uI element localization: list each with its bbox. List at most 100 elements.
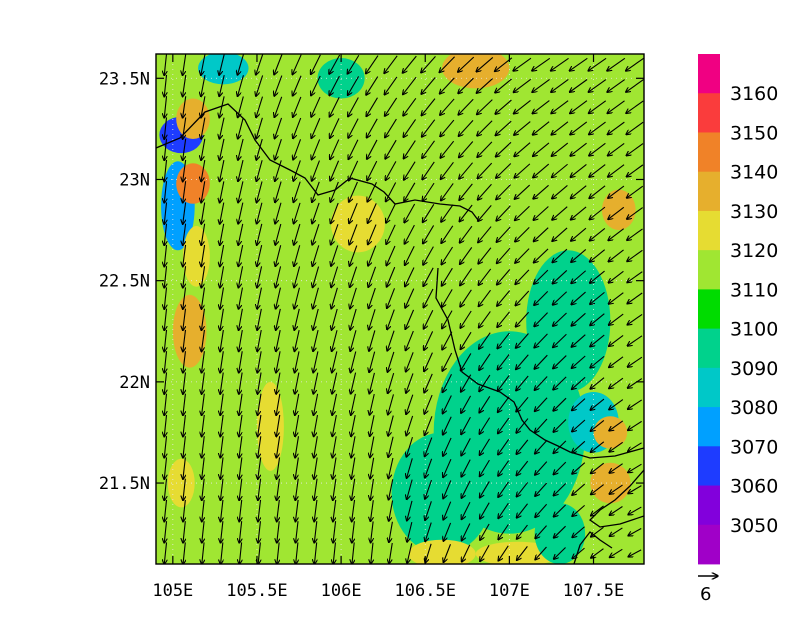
wind-vector <box>239 351 243 373</box>
wind-vector <box>588 100 607 114</box>
wind-vector <box>183 478 185 501</box>
wind-vector <box>164 308 166 331</box>
contour-patch <box>534 503 586 564</box>
wind-vector <box>274 54 283 74</box>
x-tick-label: 105E <box>152 581 193 601</box>
wind-vector <box>183 457 185 479</box>
wind-vector <box>553 525 566 538</box>
wind-vector <box>314 414 319 437</box>
wind-vector <box>458 77 474 93</box>
y-tick-label: 22N <box>119 373 150 393</box>
wind-vector <box>608 206 625 219</box>
wind-vector <box>274 96 283 118</box>
wind-vector <box>461 374 472 392</box>
wind-vector <box>257 245 263 266</box>
wind-vector <box>220 223 225 246</box>
wind-vector <box>257 287 262 310</box>
wind-vector <box>366 118 378 138</box>
wind-vector <box>422 182 435 201</box>
wind-vector <box>164 351 166 373</box>
wind-vector <box>569 79 588 93</box>
wind-vector <box>295 372 300 395</box>
wind-vector <box>498 417 510 434</box>
wind-vector <box>551 57 569 71</box>
wind-vector <box>183 138 187 161</box>
wind-vector <box>535 503 548 517</box>
wind-vector <box>367 160 378 181</box>
wind-vector <box>609 441 624 452</box>
wind-vector <box>275 245 282 266</box>
colorbar-label: 3150 <box>730 122 778 144</box>
wind-vector <box>331 245 339 266</box>
wind-vector <box>386 224 396 245</box>
wind-vector <box>443 458 452 477</box>
wind-vector <box>220 436 223 458</box>
wind-vector <box>424 331 434 350</box>
wind-vector <box>276 351 281 373</box>
wind-vector <box>572 419 586 432</box>
wind-vector <box>333 521 336 543</box>
wind-vector <box>460 310 472 328</box>
wind-vector <box>349 245 358 267</box>
wind-vector <box>351 372 357 394</box>
y-tick-label: 23.5N <box>99 69 150 89</box>
wind-vector <box>385 161 397 180</box>
wind-vector <box>534 333 548 348</box>
wind-vector <box>238 160 244 181</box>
wind-vector <box>164 159 166 182</box>
colorbar-label: 3160 <box>730 83 778 105</box>
wind-vector <box>608 185 625 198</box>
wind-vector <box>459 204 473 222</box>
wind-vector <box>402 55 417 73</box>
wind-vector <box>570 100 588 114</box>
wind-vector <box>201 138 206 161</box>
wind-vector <box>516 418 529 434</box>
wind-vector <box>293 117 302 139</box>
colorbar-box <box>698 446 720 486</box>
wind-vector <box>183 54 187 76</box>
wind-vector <box>627 378 643 389</box>
wind-vector <box>257 372 262 395</box>
wind-vector <box>571 312 586 326</box>
wind-vector <box>312 223 320 245</box>
wind-vector <box>533 184 549 199</box>
wind-vector <box>164 287 166 309</box>
wind-vector <box>424 373 433 393</box>
contour-patch <box>590 462 631 504</box>
wind-vector <box>183 499 185 522</box>
wind-vector <box>164 138 166 161</box>
wind-vector <box>442 289 453 307</box>
wind-vector <box>608 228 624 241</box>
wind-vector <box>425 458 433 478</box>
colorbar-box <box>698 289 720 330</box>
wind-vector <box>295 393 300 416</box>
wind-vector <box>609 334 624 346</box>
wind-vector <box>164 181 166 203</box>
wind-vector <box>369 393 375 415</box>
wind-vector <box>552 227 568 241</box>
wind-vector <box>514 121 531 136</box>
wind-vector <box>239 329 243 352</box>
wind-vector <box>294 202 301 224</box>
wind-vector <box>276 372 281 395</box>
wind-vector <box>478 289 491 306</box>
wind-vector <box>569 57 588 71</box>
wind-vector <box>257 351 262 373</box>
wind-vector <box>329 54 341 74</box>
wind-vector <box>388 372 395 393</box>
wind-vector <box>294 308 300 330</box>
wind-vector <box>202 521 204 543</box>
wind-vector <box>608 292 624 304</box>
wind-vector <box>628 485 642 494</box>
colorbar-label: 3130 <box>730 201 778 223</box>
wind-vector <box>385 97 398 116</box>
wind-vector <box>628 549 642 557</box>
wind-vector <box>423 267 434 287</box>
wind-vector <box>552 206 568 220</box>
wind-vector <box>370 415 375 436</box>
wind-vector <box>424 416 433 435</box>
wind-vector <box>514 142 531 157</box>
wind-vector <box>387 330 395 351</box>
wind-vector <box>626 121 644 134</box>
wind-vector <box>551 100 569 114</box>
